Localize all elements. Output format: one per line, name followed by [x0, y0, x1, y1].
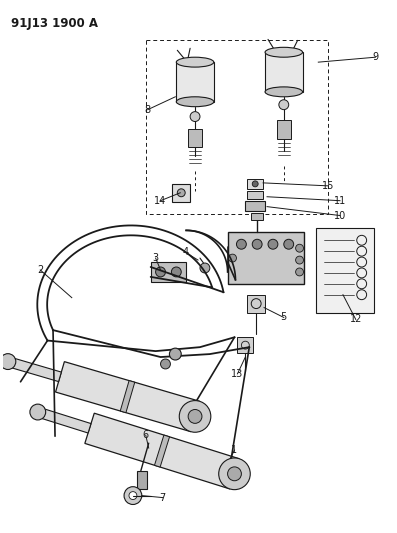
- Circle shape: [0, 354, 16, 369]
- Circle shape: [227, 467, 241, 481]
- Ellipse shape: [176, 97, 214, 107]
- Polygon shape: [6, 357, 62, 382]
- Circle shape: [296, 256, 304, 264]
- Text: 9: 9: [372, 52, 379, 62]
- Bar: [316, 229, 374, 312]
- Circle shape: [279, 100, 289, 110]
- Text: 1: 1: [231, 445, 237, 455]
- Ellipse shape: [176, 57, 214, 67]
- Text: 10: 10: [334, 211, 346, 221]
- Bar: [251, 213, 263, 221]
- Circle shape: [156, 267, 166, 277]
- Text: 8: 8: [145, 104, 151, 115]
- Ellipse shape: [265, 47, 303, 57]
- Text: 14: 14: [154, 196, 167, 206]
- Circle shape: [268, 239, 278, 249]
- Bar: [247, 179, 263, 189]
- Circle shape: [188, 409, 202, 423]
- Circle shape: [219, 458, 250, 490]
- Bar: [137, 471, 147, 489]
- Bar: [188, 130, 202, 147]
- Circle shape: [160, 359, 170, 369]
- Bar: [247, 191, 263, 199]
- Circle shape: [296, 244, 304, 252]
- Bar: [277, 119, 291, 139]
- Circle shape: [252, 181, 258, 187]
- Bar: [265, 52, 303, 92]
- Bar: [151, 262, 186, 282]
- Bar: [237, 337, 253, 353]
- Circle shape: [170, 348, 181, 360]
- Polygon shape: [56, 361, 199, 432]
- Bar: [247, 295, 265, 312]
- Bar: [172, 184, 190, 201]
- Text: 5: 5: [281, 312, 287, 322]
- Circle shape: [129, 491, 137, 499]
- Circle shape: [30, 404, 46, 420]
- Text: 4: 4: [182, 247, 188, 257]
- Circle shape: [229, 254, 237, 262]
- Circle shape: [177, 189, 185, 197]
- Ellipse shape: [265, 87, 303, 97]
- Circle shape: [172, 267, 181, 277]
- Text: 7: 7: [159, 492, 166, 503]
- Text: 2: 2: [37, 265, 43, 275]
- Text: 3: 3: [152, 253, 159, 263]
- Circle shape: [200, 263, 210, 273]
- Circle shape: [284, 239, 294, 249]
- Circle shape: [124, 487, 142, 505]
- Circle shape: [296, 268, 304, 276]
- Bar: [146, 41, 328, 214]
- Text: 12: 12: [350, 314, 362, 325]
- Circle shape: [179, 401, 211, 432]
- Polygon shape: [120, 381, 135, 413]
- Circle shape: [252, 239, 262, 249]
- Bar: [245, 201, 265, 211]
- Circle shape: [190, 111, 200, 122]
- Polygon shape: [36, 407, 91, 433]
- Polygon shape: [154, 435, 170, 467]
- Text: 6: 6: [143, 430, 149, 440]
- Text: 11: 11: [334, 196, 346, 206]
- Bar: [227, 232, 304, 284]
- Text: 91J13 1900 A: 91J13 1900 A: [11, 17, 98, 30]
- Bar: [176, 62, 214, 102]
- Text: 15: 15: [322, 181, 334, 191]
- Polygon shape: [85, 413, 239, 489]
- Text: 13: 13: [231, 369, 244, 379]
- Circle shape: [237, 239, 246, 249]
